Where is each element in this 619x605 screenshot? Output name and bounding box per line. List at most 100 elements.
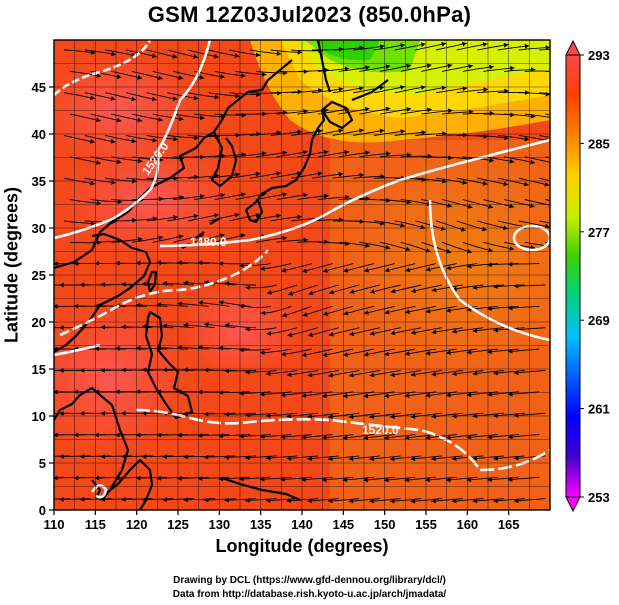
y-tick-label: 5 <box>39 456 46 471</box>
streamline-arrowhead <box>363 477 368 483</box>
streamline-arrowhead <box>359 172 364 178</box>
streamline-arrowhead <box>33 347 37 352</box>
streamline <box>265 455 298 459</box>
streamline <box>146 92 178 100</box>
streamline <box>451 498 484 502</box>
y-tick-label: 45 <box>32 80 46 95</box>
streamline <box>328 327 360 336</box>
streamline-arrowhead <box>507 477 513 482</box>
streamline <box>235 70 267 76</box>
streamline <box>270 130 302 136</box>
streamline <box>152 235 184 243</box>
streamline-arrowhead <box>193 213 199 219</box>
streamline-arrowhead <box>431 329 437 335</box>
streamline-arrowhead <box>493 327 498 333</box>
streamline-arrowhead <box>224 368 229 374</box>
streamline-arrowhead <box>137 237 143 242</box>
streamline-arrowhead <box>510 65 515 71</box>
streamline <box>518 46 550 51</box>
streamline-arrowhead <box>342 477 348 483</box>
streamline <box>259 434 292 438</box>
x-tick-label: 155 <box>415 517 437 532</box>
streamline-arrowhead <box>245 455 250 461</box>
streamline-arrowhead <box>379 128 385 134</box>
streamline <box>208 49 240 57</box>
streamline <box>270 49 303 53</box>
streamline <box>524 113 550 118</box>
streamline-arrowhead <box>303 237 309 243</box>
streamline-arrowhead <box>276 171 281 176</box>
streamline-arrowhead <box>349 289 355 294</box>
streamline-arrowhead <box>282 150 288 156</box>
streamline-arrowhead <box>54 303 58 309</box>
streamline-arrowhead <box>468 64 473 69</box>
streamline <box>507 263 540 265</box>
streamline-arrowhead <box>400 85 405 90</box>
streamline-arrowhead <box>338 128 343 134</box>
streamline <box>363 348 395 356</box>
streamline <box>404 348 437 355</box>
streamline <box>214 70 246 77</box>
streamline <box>384 348 416 356</box>
streamline-arrowhead <box>121 497 126 502</box>
streamline-arrowhead <box>111 51 116 57</box>
streamline-arrowhead <box>328 456 333 461</box>
streamline <box>466 263 499 268</box>
streamline <box>280 348 313 356</box>
streamline <box>445 434 478 439</box>
streamline-arrowhead <box>115 260 120 266</box>
streamline-arrowhead <box>385 245 391 250</box>
streamline-arrowhead <box>197 345 203 350</box>
streamline-arrowhead <box>156 302 162 307</box>
x-tick-label: 130 <box>208 517 230 532</box>
streamline <box>338 107 370 115</box>
streamline-arrowhead <box>363 351 369 357</box>
streamline-arrowhead <box>487 306 492 311</box>
streamline-arrowhead <box>287 332 293 338</box>
streamline-arrowhead <box>197 260 203 266</box>
streamline-arrowhead <box>513 370 519 376</box>
streamline-arrowhead <box>384 393 389 399</box>
streamline <box>389 455 422 460</box>
streamline <box>214 113 247 116</box>
streamline-arrowhead <box>317 128 323 134</box>
streamline-arrowhead <box>162 367 167 373</box>
streamline-arrowhead <box>177 301 182 307</box>
streamline-arrowhead <box>90 95 95 101</box>
streamline <box>518 220 550 228</box>
streamline-arrowhead <box>472 371 478 376</box>
streamline-arrowhead <box>544 182 550 187</box>
streamline <box>507 434 540 438</box>
streamline <box>477 90 509 94</box>
x-tick-label: 150 <box>374 517 396 532</box>
streamline-arrowhead <box>224 455 229 460</box>
streamline-arrowhead <box>156 475 161 481</box>
streamline-arrowhead <box>446 308 451 313</box>
streamline <box>369 370 401 377</box>
streamline-arrowhead <box>342 435 348 441</box>
streamline-arrowhead <box>177 345 182 350</box>
streamline <box>198 301 230 307</box>
streamline-arrowhead <box>265 455 271 461</box>
streamline-arrowhead <box>446 435 451 440</box>
streamline <box>302 263 333 273</box>
streamline-arrowhead <box>303 192 308 198</box>
streamline-arrowhead <box>324 193 329 199</box>
streamline <box>167 176 199 179</box>
streamline <box>135 347 168 350</box>
streamline <box>363 263 395 272</box>
streamline-arrowhead <box>100 454 105 459</box>
streamline <box>342 434 375 439</box>
streamline-arrowhead <box>487 477 492 482</box>
colorbar-tick-label: 277 <box>588 225 610 240</box>
streamline <box>245 327 277 330</box>
streamline <box>255 193 288 200</box>
streamline-arrowhead <box>183 497 188 503</box>
streamline-arrowhead <box>410 372 416 377</box>
streamline-arrowhead <box>410 456 416 462</box>
streamline-arrowhead <box>431 456 436 461</box>
streamline-arrowhead <box>431 287 437 293</box>
streamline <box>286 370 319 376</box>
streamline-arrowhead <box>33 433 37 438</box>
streamline-arrowhead <box>545 45 550 51</box>
